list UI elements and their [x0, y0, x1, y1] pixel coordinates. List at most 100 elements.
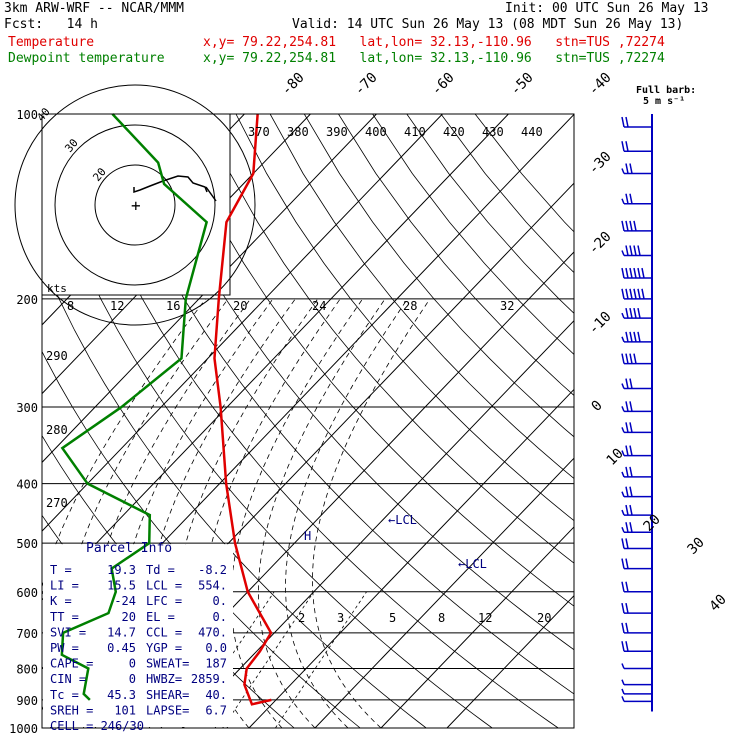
parcel-key: K = — [50, 594, 72, 608]
isotherm-label: -20 — [586, 229, 615, 258]
parcel-value: 0. — [213, 594, 227, 608]
parcel-cell: CELL = 246/30 — [50, 719, 144, 733]
dry-adiabat — [338, 114, 574, 396]
parcel-value: 101 — [114, 703, 136, 717]
theta-label-left: 280 — [46, 423, 68, 437]
wind-barb-flag — [629, 288, 633, 299]
wind-barb-flag — [625, 581, 629, 592]
theta-label-left: 270 — [46, 496, 68, 510]
isotherm-label: 30 — [685, 535, 708, 558]
parcel-key: SREH = — [50, 703, 93, 717]
pressure-label: 800 — [16, 662, 38, 676]
hodograph-bg — [42, 114, 230, 295]
isotherm-label: -80 — [279, 70, 308, 99]
parcel-value: 0.0 — [205, 641, 227, 655]
isotherm-line — [380, 526, 574, 728]
dry-adiabat — [474, 114, 574, 233]
wind-barb-flag — [621, 406, 625, 412]
wind-barb-flag — [625, 307, 629, 319]
wind-barb-flag — [629, 445, 633, 456]
wind-barb-flag — [625, 641, 629, 652]
wind-barb-flag — [629, 401, 633, 412]
wind-barb-flag — [629, 522, 633, 533]
dry-adiabat — [235, 114, 574, 522]
wind-barb-flag — [633, 331, 637, 342]
hodograph-origin: + — [131, 196, 141, 215]
isotherm-line — [42, 114, 443, 532]
speed-tick-label: 24 — [312, 299, 326, 313]
wind-barb-flag — [629, 163, 633, 174]
wind-barb-flag — [625, 193, 629, 204]
wind-barb-flag — [625, 522, 629, 533]
moist-adiabat — [257, 298, 386, 728]
wind-barb-flag — [621, 663, 625, 669]
parcel-info-panel: Parcel Info T = 19.3 LI = 15.5 K = -24 TT = 20 S… — [50, 541, 227, 733]
dry-adiabat — [64, 114, 559, 728]
wind-barb-flag — [637, 307, 641, 319]
wind-barb-flag — [629, 353, 633, 364]
wind-barb-flag — [625, 504, 629, 516]
isotherm-label: -30 — [586, 149, 615, 178]
isotherm-line — [42, 114, 377, 464]
parcel-value: 15.5 — [107, 579, 136, 593]
dry-adiabat — [42, 258, 427, 728]
parcel-key: LI = — [50, 579, 79, 593]
wind-barb-flag — [629, 245, 633, 256]
dry-adiabat — [133, 114, 574, 651]
parcel-value: 0 — [129, 672, 136, 686]
wind-barb-flag — [621, 353, 625, 364]
wind-barb-flag — [621, 336, 625, 343]
isotherm-line — [42, 114, 509, 601]
wind-barb-flag — [621, 538, 625, 549]
isotherm-line — [314, 457, 574, 728]
parcel-value: 0.45 — [107, 641, 136, 655]
parcel-key: LAPSE= — [146, 703, 189, 717]
parcel-key: TT = — [50, 610, 79, 624]
parcel-value: -8.2 — [198, 563, 227, 577]
wind-barb-flag — [625, 141, 629, 152]
wind-barb-flag — [629, 307, 633, 319]
fcst-label: Fcst: 14 h — [4, 17, 98, 32]
dry-adiabat — [269, 114, 574, 480]
dry-adiabat — [201, 114, 574, 564]
isotherm-label: -10 — [586, 309, 615, 338]
dewpoint-profile — [60, 113, 209, 701]
theta-label: 380 — [287, 125, 309, 139]
wind-barb-flag — [621, 312, 625, 319]
wind-barb-flag — [621, 527, 625, 533]
wind-barb-flag — [625, 422, 629, 433]
speed-tick-label: 16 — [166, 299, 180, 313]
parcel-title: Parcel Info — [86, 541, 172, 556]
parcel-value: 187 — [205, 657, 227, 671]
parcel-key: SWEAT= — [146, 657, 189, 671]
pressure-label: 600 — [16, 586, 38, 600]
isotherm-line — [446, 594, 574, 728]
dry-adiabat — [98, 114, 574, 695]
theta-label: 420 — [443, 125, 465, 139]
parcel-key: CIN = — [50, 672, 86, 686]
wind-barb-flag — [621, 250, 625, 256]
moist-adiabat — [230, 298, 363, 728]
wind-barb-flag — [621, 688, 625, 695]
hodograph-ring — [14, 84, 256, 326]
parcel-value: 19.3 — [107, 563, 136, 577]
lcl-label: ←LCL — [458, 557, 487, 571]
parcel-key: LFC = — [146, 594, 182, 608]
mixing-ratio-label: 2 — [298, 611, 305, 625]
speed-tick-label: 12 — [110, 299, 124, 313]
wind-barb-flag — [625, 353, 629, 364]
wind-barb-flag — [629, 378, 633, 389]
wind-barb-flag — [629, 466, 633, 478]
wind-barb-flag — [625, 267, 629, 279]
dry-adiabat — [406, 114, 574, 314]
pressure-label: 1000 — [9, 722, 38, 736]
theta-label: 430 — [482, 125, 504, 139]
init-label: Init: 00 UTC Sun 26 May 13 — [505, 1, 709, 16]
speed-tick-label: 28 — [403, 299, 417, 313]
wind-barb-flag — [629, 220, 633, 232]
parcel-key: T = — [50, 563, 72, 577]
wind-barb-flag — [629, 193, 633, 204]
wind-barb-flag — [625, 288, 629, 299]
wind-barb-flag — [625, 245, 629, 256]
